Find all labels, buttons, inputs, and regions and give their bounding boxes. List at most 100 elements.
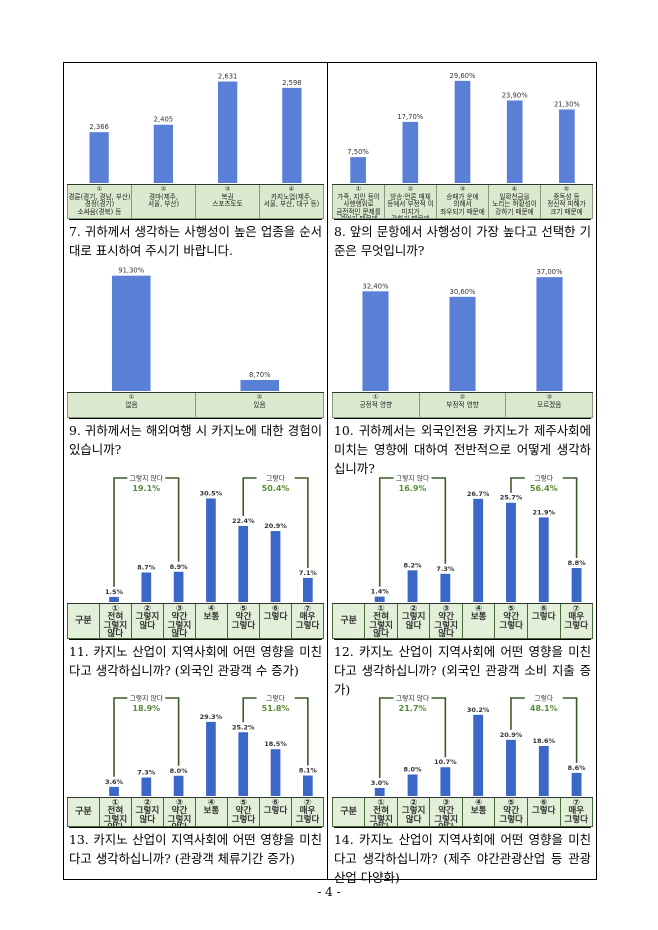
bar-chart: 7,50% 17,70% 29,60% 23,90% 21,30%: [347, 72, 580, 183]
category-label: ② 부정적 영향: [419, 393, 507, 418]
question-text: 9. 귀하께서는 해외여행 시 카지노에 대한 경험이 있습니까?: [69, 418, 322, 470]
bar-chart: 3.6% 7.3% 8.0% 29.3% 25.2% 18.5% 8.1% 그렇지 않다18.…: [105, 694, 318, 796]
question-text: 7. 귀하께서 생각하는 사행성이 높은 업종을 순서대로 표시하여 주시기 바…: [69, 219, 322, 258]
category-label: ④ 보통: [462, 604, 496, 639]
chart-cell: 2,366 2,405 2,631 2,598 ① 경륜(경기, 경남, 부산) 경정(…: [63, 62, 328, 258]
question-text: 10. 귀하께서는 외국인전용 카지노가 제주사회에 미치는 영향에 대하여 전…: [334, 418, 591, 476]
bar-chart: 2,366 2,405 2,631 2,598: [89, 73, 302, 183]
bar-value-label: 29,60%: [450, 72, 476, 80]
bar-value-label: 2,366: [89, 123, 108, 131]
chart-cell: 91,30% 8,70% ① 없음 ② 있음 9. 귀하께서는 해외여행 시 카지노에 …: [63, 257, 328, 470]
bar: [407, 774, 418, 796]
bar: [109, 786, 119, 796]
bar-value-label: 30,60%: [450, 288, 476, 296]
group-total: 48.1%: [530, 704, 558, 713]
bar: [350, 157, 366, 183]
bar-value-label: 17,70%: [397, 113, 423, 121]
bar-chart: 3.0% 8.0% 10.7% 30.2% 20.9% 18.6% 8.6% 그렇지 않다21…: [371, 694, 586, 796]
bar-value-label: 29.3%: [200, 713, 223, 721]
category-label: ⑤ 약간 그렇다: [495, 798, 528, 827]
question-text: 12. 카지노 산업이 지역사회에 어떤 영향을 미친다고 생각하십니까? (외…: [334, 639, 591, 697]
bar: [302, 775, 313, 796]
group-total: 16.9%: [399, 484, 427, 493]
bar-value-label: 2,631: [218, 73, 237, 81]
bar-value-label: 30.2%: [467, 706, 490, 714]
bar-value-label: 20.9%: [500, 731, 523, 739]
bar-value-label: 26.7%: [467, 490, 490, 498]
group-total: 19.1%: [132, 484, 160, 493]
category-label: ② 그렇지 않다: [131, 604, 164, 639]
bar: [506, 100, 523, 183]
chart-cell: 7,50% 17,70% 29,60% 23,90% 21,30% ① 가족, 지인 등이…: [328, 62, 597, 258]
group-total: 50.4%: [262, 484, 290, 493]
bar-value-label: 30.5%: [200, 489, 223, 497]
bar-value-label: 3.6%: [105, 778, 124, 786]
bar: [282, 87, 302, 183]
category-label: ⑦ 매우 그렇다: [560, 798, 594, 827]
bar: [506, 502, 516, 602]
bar: [538, 746, 549, 796]
group-bracket: [113, 697, 180, 777]
category-label: ⑦ 매우 그렇다: [292, 798, 325, 827]
category-label: ③ 모르겠음: [506, 393, 594, 418]
question-text: 13. 카지노 산업이 지역사회에 어떤 영향을 미친다고 생각하십니까? (관…: [69, 827, 322, 880]
category-label: ① 긍정적 영향: [332, 393, 420, 418]
bar-value-label: 23,90%: [502, 92, 528, 100]
category-header: 구분: [67, 798, 100, 827]
bar-value-label: 8.2%: [404, 561, 423, 569]
bar-value-label: 2,405: [154, 116, 173, 124]
group-bracket: [510, 697, 578, 763]
bar: [111, 275, 151, 391]
category-label: ⑤ 약간 그렇다: [495, 604, 528, 639]
bar: [206, 721, 216, 796]
bar-chart: 32,40% 30,60% 37,00%: [362, 268, 563, 391]
bar-value-label: 8.7%: [137, 563, 156, 571]
bar: [173, 571, 184, 602]
bar-value-label: 8.0%: [170, 767, 189, 775]
category-label: ③ 약간 그렇지 않다: [163, 798, 196, 827]
category-label: ③ 약간 그렇지 않다: [430, 604, 463, 639]
category-header: 구분: [332, 604, 366, 639]
category-header: 구분: [332, 798, 366, 827]
bar-value-label: 1.5%: [105, 588, 124, 596]
category-label: ⑤ 중독성 등 정신적 피해가 크기 때문에: [541, 185, 593, 219]
bar: [440, 767, 451, 796]
group-total: 51.8%: [262, 704, 290, 713]
category-label-row: ① 없음 ② 있음: [67, 392, 324, 418]
bar: [173, 775, 184, 796]
bar: [240, 380, 280, 391]
bar: [402, 121, 419, 183]
category-label: ③ 약간 그렇지 않다: [163, 604, 196, 639]
category-label: ② 그렇지 않다: [397, 798, 431, 827]
bar: [89, 132, 109, 183]
category-label: ⑥ 그렇다: [527, 798, 561, 827]
category-label-row: ① 가족, 지인 등이 사행행위로 금전적인 문제를 겪었기 때문에② 방송·언…: [332, 184, 593, 219]
group-label: 그렇다: [266, 474, 286, 483]
bar: [362, 291, 389, 391]
question-text: 8. 앞의 문항에서 사행성이 가장 높다고 선택한 기준은 무엇입니까?: [334, 219, 591, 258]
bar-value-label: 7.1%: [299, 569, 318, 577]
category-label: ① 가족, 지인 등이 사행행위로 금전적인 문제를 겪었기 때문에: [332, 185, 385, 219]
chart-cell: 3.0% 8.0% 10.7% 30.2% 20.9% 18.6% 8.6% 그렇지 않다 21…: [328, 690, 597, 885]
bar: [238, 525, 249, 602]
bar-value-label: 8.1%: [299, 767, 318, 775]
bar-chart: 1.4% 8.2% 7.3% 26.7% 25.7% 21.9% 8.8% 그렇지 않다16.…: [371, 474, 586, 602]
bar: [449, 296, 476, 391]
group-label: 그렇다: [266, 694, 286, 703]
group-label: 그렇다: [534, 474, 554, 483]
category-label: ⑥ 그렇다: [259, 798, 293, 827]
bar-value-label: 10.7%: [434, 758, 457, 766]
bar: [238, 732, 249, 796]
bar: [559, 109, 575, 183]
group-total: 56.4%: [530, 484, 558, 493]
group-bracket: [113, 477, 180, 587]
bar-value-label: 25.7%: [500, 494, 523, 502]
category-label: ② 그렇지 않다: [131, 798, 164, 827]
category-label: ④ 일확천금을 노리는 허황성이 강하기 때문에: [489, 185, 541, 219]
page-number: - 4 -: [317, 885, 341, 899]
group-total: 21.7%: [399, 704, 427, 713]
bar-value-label: 7.3%: [436, 565, 455, 573]
group-bracket: [242, 477, 309, 568]
